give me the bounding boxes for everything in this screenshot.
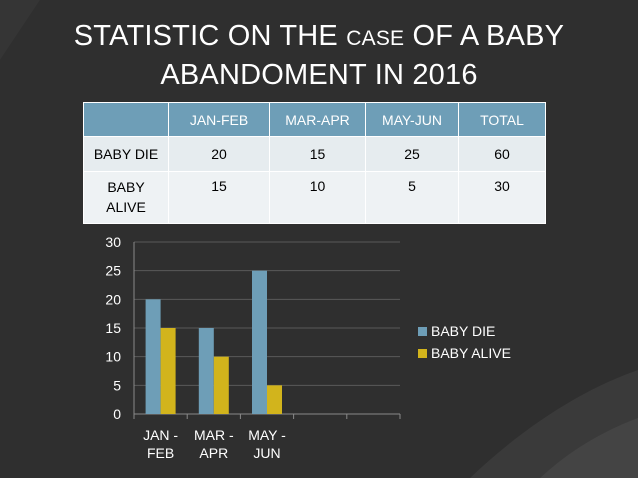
slide-title: STATISTIC ON THE CASE OF A BABY ABANDOME… [0,18,638,94]
y-tick-label: 0 [113,406,121,422]
legend-label: BABY ALIVE [431,345,511,361]
bar-baby-alive [160,328,176,414]
table-cell: 10 [269,171,366,224]
x-tick-label: JUN [253,445,280,461]
table-header-cell: MAR-APR [269,102,366,137]
table-cell: 20 [168,136,270,172]
bar-baby-die [198,328,214,414]
bar-baby-die [145,299,161,414]
table-row: BABY DIE 20 15 25 60 [83,136,546,172]
y-tick-label: 20 [105,291,121,307]
bar-baby-alive [267,385,282,414]
y-tick-label: 15 [105,320,121,336]
x-tick-label: MAR - [194,427,234,443]
table-header-cell: TOTAL [458,102,546,137]
x-tick-label: FEB [147,445,174,461]
legend-label: BABY DIE [431,323,495,339]
table-row-label: BABY ALIVE [83,171,169,224]
y-tick-label: 25 [105,263,121,279]
table-cell: 15 [168,171,270,224]
statistics-table: JAN-FEB MAR-APR MAY-JUN TOTAL BABY DIE 2… [83,102,546,224]
table-row: BABY ALIVE 15 10 5 30 [83,171,546,224]
title-line-2: ABANDOMENT IN 2016 [160,59,478,91]
table-cell: 60 [458,136,546,172]
table-cell: 5 [365,171,459,224]
x-tick-label: APR [199,445,228,461]
table-cell: 15 [269,136,366,172]
x-tick-label: MAY - [248,427,286,443]
table-header-cell: MAY-JUN [365,102,459,137]
y-tick-label: 10 [105,349,121,365]
table-header-cell [83,102,169,137]
y-tick-label: 30 [105,234,121,250]
x-tick-label: JAN - [143,427,178,443]
table-row-label: BABY DIE [83,136,169,172]
y-tick-label: 5 [113,377,121,393]
legend-swatch [418,327,427,336]
bar-baby-die [252,270,267,414]
title-line-1: STATISTIC ON THE CASE OF A BABY [73,20,565,52]
legend-swatch [418,349,427,358]
bar-baby-alive [213,356,229,414]
table-header-row: JAN-FEB MAR-APR MAY-JUN TOTAL [83,102,546,137]
table-header-cell: JAN-FEB [168,102,270,137]
table-cell: 30 [458,171,546,224]
